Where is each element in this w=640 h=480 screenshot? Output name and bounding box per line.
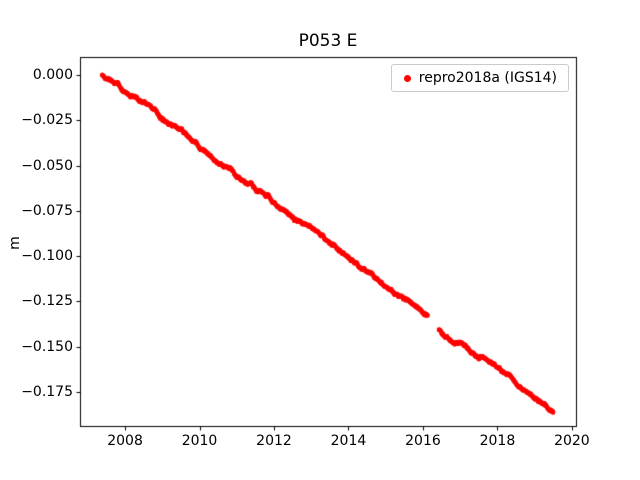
x-tick-label: 2020 [554,433,590,449]
y-tick-label: −0.125 [21,293,73,310]
x-tick-label: 2018 [479,433,516,449]
y-tick-label: −0.075 [21,202,73,219]
x-tick-label: 2008 [107,433,143,449]
x-tick-label: 2012 [256,433,292,449]
legend: repro2018a (IGS14) [390,64,569,92]
y-tick-label: −0.050 [21,157,73,174]
legend-marker-icon [403,74,411,82]
x-tick-label: 2010 [181,433,218,449]
y-tick-label: −0.150 [21,338,73,355]
y-tick-label: −0.175 [21,383,73,400]
chart-title: P053 E [298,31,358,51]
y-tick-label: −0.025 [21,112,73,129]
x-tick-label: 2014 [330,433,367,449]
legend-label: repro2018a (IGS14) [418,70,557,86]
y-tick-label: −0.100 [21,248,73,265]
y-tick-label: 0.000 [32,67,73,84]
x-tick-label: 2016 [405,433,441,449]
